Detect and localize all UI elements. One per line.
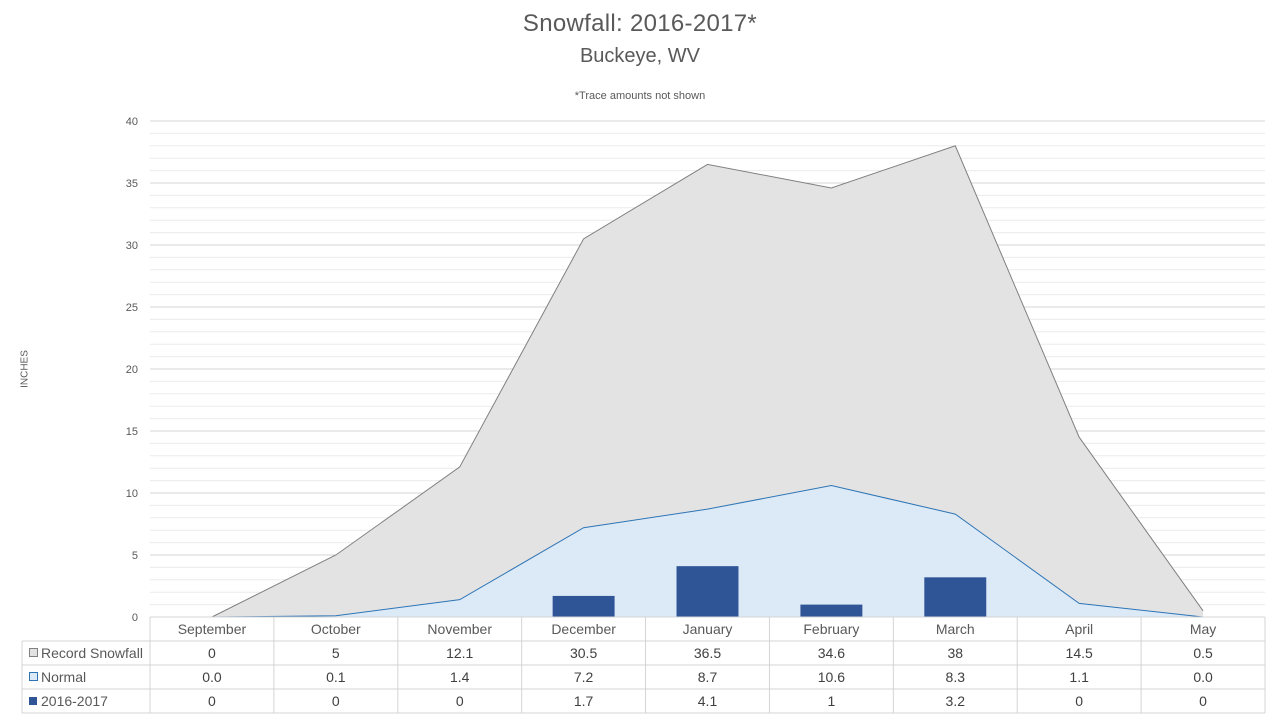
table-cell-value: 38 xyxy=(947,645,963,661)
chart-title: Snowfall: 2016-2017* xyxy=(522,10,758,37)
table-cell-value: 0.0 xyxy=(202,669,222,685)
table-cell-value: 0.1 xyxy=(326,669,346,685)
bar-january xyxy=(676,566,739,617)
y-tick-label: 30 xyxy=(126,240,138,252)
table-cell-value: 0 xyxy=(456,693,464,709)
table-cell-value: 34.6 xyxy=(818,645,845,661)
x-category-label: April xyxy=(1065,621,1093,637)
table-cell-value: 12.1 xyxy=(446,645,473,661)
y-tick-label: 20 xyxy=(126,364,138,376)
x-category-label: November xyxy=(427,621,492,637)
x-category-label: October xyxy=(311,621,361,637)
table-cell-value: 10.6 xyxy=(818,669,845,685)
table-cell-value: 0 xyxy=(332,693,340,709)
table-cell-value: 0.0 xyxy=(1193,669,1213,685)
table-cell-value: 8.3 xyxy=(946,669,966,685)
table-cell-value: 0 xyxy=(208,645,216,661)
x-category-label: May xyxy=(1190,621,1216,637)
table-cell-value: 3.2 xyxy=(946,693,966,709)
y-tick-label: 5 xyxy=(132,550,138,562)
y-tick-label: 35 xyxy=(126,178,138,190)
table-cell-value: 1.4 xyxy=(450,669,470,685)
legend-label: 2016-2017 xyxy=(41,693,108,709)
legend-label: Normal xyxy=(41,669,86,685)
legend-label: Record Snowfall xyxy=(41,645,143,661)
x-category-label: December xyxy=(551,621,616,637)
x-category-label: September xyxy=(178,621,247,637)
x-category-label: March xyxy=(936,621,975,637)
bar-february xyxy=(800,604,863,617)
table-cell-value: 14.5 xyxy=(1066,645,1093,661)
y-tick-label: 40 xyxy=(126,116,138,128)
y-tick-label: 10 xyxy=(126,488,138,500)
area-line-record-snowfall xyxy=(211,145,1204,618)
table-cell-value: 0 xyxy=(1199,693,1207,709)
y-tick-label: 0 xyxy=(132,612,138,624)
chart-subtitle: Buckeye, WV xyxy=(579,45,701,67)
table-cell-value: 36.5 xyxy=(694,645,721,661)
table-cell-value: 7.2 xyxy=(574,669,594,685)
table-cell-value: 5 xyxy=(332,645,340,661)
area-line-normal xyxy=(211,485,1204,618)
y-tick-label: 25 xyxy=(126,302,138,314)
bar-december xyxy=(552,595,615,617)
legend-key-2016-2017 xyxy=(29,697,37,705)
table-cell-value: 4.1 xyxy=(698,693,718,709)
table-cell-value: 0 xyxy=(1075,693,1083,709)
table-cell-value: 0 xyxy=(208,693,216,709)
table-cell-value: 8.7 xyxy=(698,669,718,685)
x-category-label: February xyxy=(803,621,859,637)
table-cell-value: 1 xyxy=(827,693,835,709)
table-cell-value: 30.5 xyxy=(570,645,597,661)
bar-march xyxy=(924,577,987,617)
y-tick-label: 15 xyxy=(126,426,138,438)
legend-key-record-snowfall xyxy=(29,648,38,657)
table-cell-value: 1.1 xyxy=(1069,669,1089,685)
table-cell-value: 0.5 xyxy=(1193,645,1213,661)
table-cell-value: 1.7 xyxy=(574,693,594,709)
legend-key-normal xyxy=(29,672,38,681)
chart-note: *Trace amounts not shown xyxy=(574,90,706,102)
x-category-label: January xyxy=(683,621,733,637)
area-record-snowfall xyxy=(211,145,1204,618)
